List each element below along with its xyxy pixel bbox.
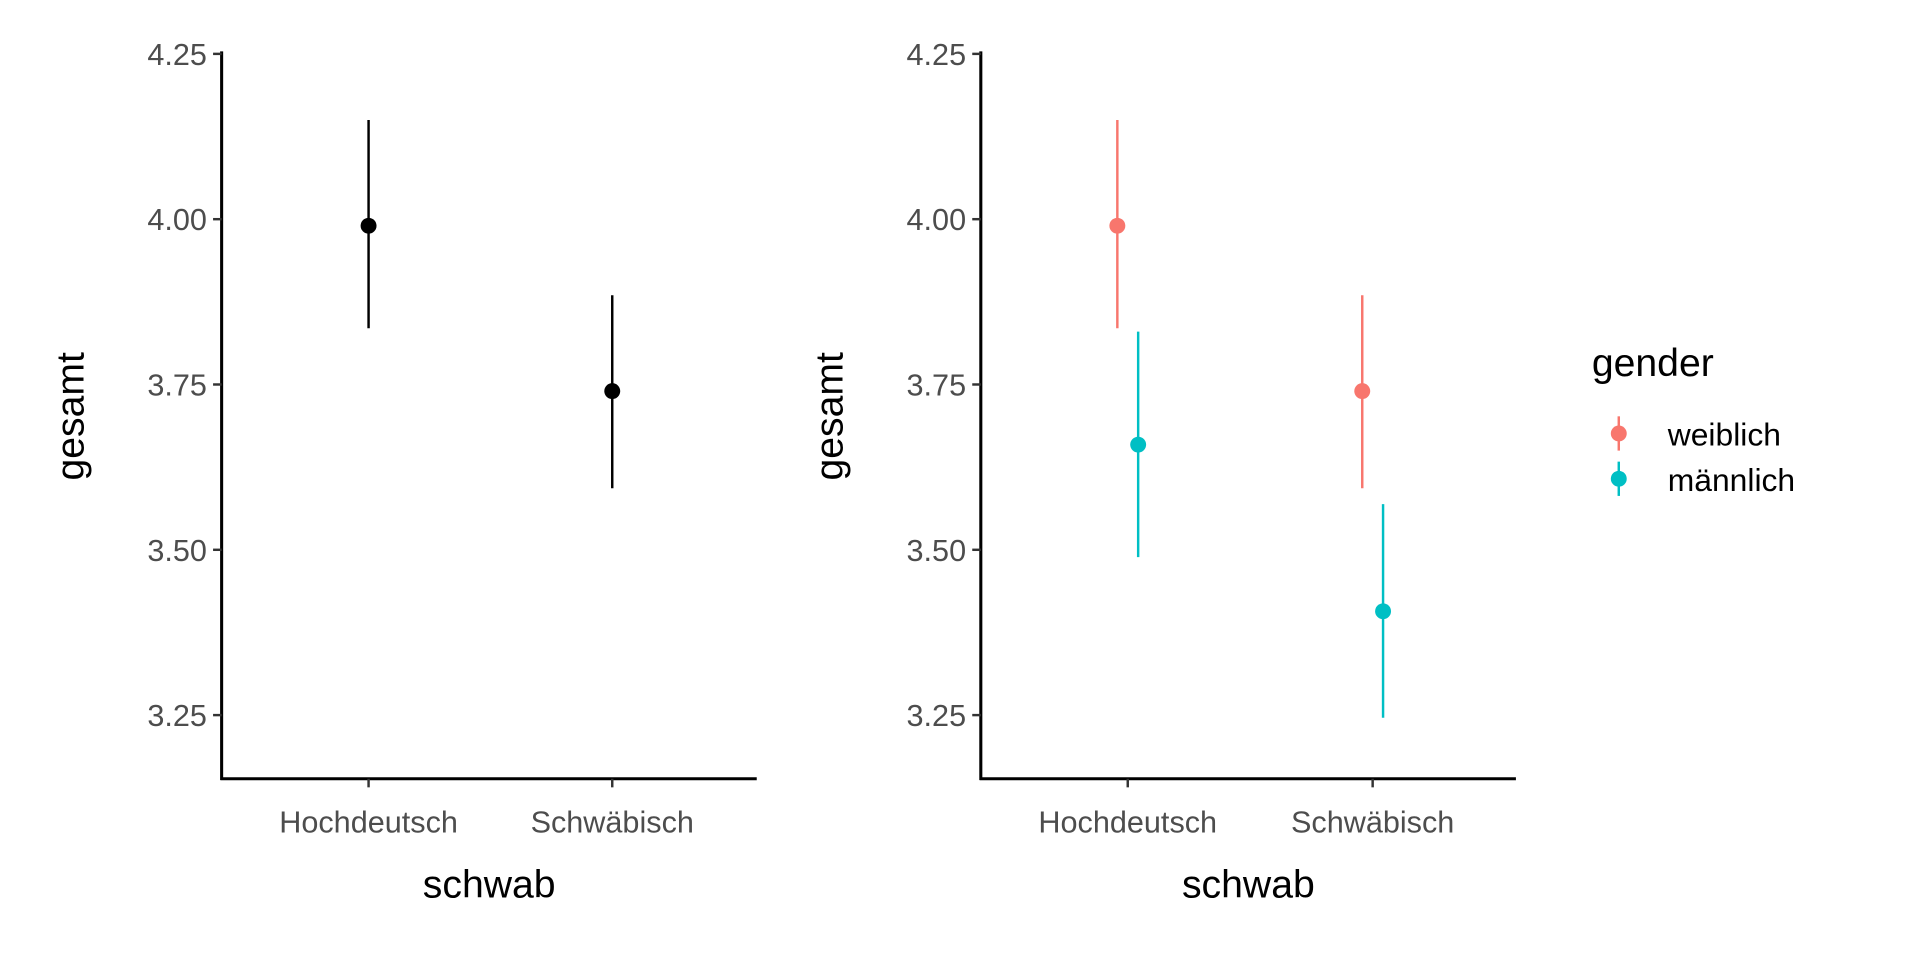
y-tick-label: 3.50	[907, 534, 967, 568]
y-axis-title: gesamt	[808, 352, 851, 481]
y-tick-label: 4.00	[907, 203, 967, 237]
y-tick-label: 4.00	[147, 203, 207, 237]
y-tick-label: 3.25	[907, 699, 967, 733]
legend-title: gender	[1592, 342, 1714, 385]
x-axis-title: schwab	[1182, 864, 1315, 907]
data-point-männlich	[1375, 603, 1392, 620]
legend-label: männlich	[1668, 462, 1795, 498]
legend-label: weiblich	[1667, 417, 1781, 453]
y-axis-title: gesamt	[49, 352, 92, 481]
data-point-all	[360, 217, 377, 234]
x-axis-title: schwab	[423, 864, 556, 907]
data-point-weiblich	[1354, 383, 1371, 400]
x-tick-label: Hochdeutsch	[1038, 806, 1217, 840]
y-tick-label: 4.25	[907, 38, 967, 72]
y-tick-label: 4.25	[147, 38, 207, 72]
data-point-all	[604, 383, 621, 400]
x-tick-label: Schwäbisch	[531, 806, 694, 840]
x-tick-label: Hochdeutsch	[279, 806, 458, 840]
data-point-männlich	[1130, 436, 1147, 453]
y-tick-label: 3.50	[147, 534, 207, 568]
legend-key-point	[1610, 470, 1627, 487]
legend-key-point	[1610, 425, 1627, 442]
data-point-weiblich	[1109, 217, 1126, 234]
y-tick-label: 3.25	[147, 699, 207, 733]
y-tick-label: 3.75	[907, 369, 967, 403]
y-tick-label: 3.75	[147, 369, 207, 403]
x-tick-label: Schwäbisch	[1291, 806, 1454, 840]
